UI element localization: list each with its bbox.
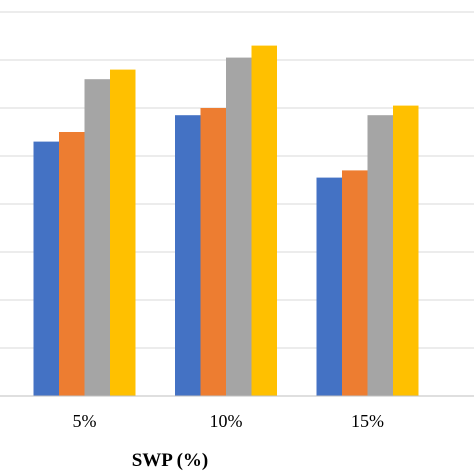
x-axis-title: SWP (%) bbox=[132, 450, 209, 471]
x-tick-label: 10% bbox=[210, 411, 243, 431]
bar bbox=[175, 115, 201, 396]
bar bbox=[342, 170, 368, 396]
bar bbox=[110, 69, 136, 396]
bar bbox=[367, 115, 393, 396]
bar bbox=[251, 45, 277, 396]
bar bbox=[226, 57, 252, 396]
bar bbox=[84, 79, 110, 396]
x-tick-label: 15% bbox=[351, 411, 384, 431]
bar bbox=[200, 108, 226, 396]
bar bbox=[59, 132, 85, 396]
bar bbox=[393, 105, 419, 396]
bars bbox=[33, 45, 419, 396]
bar bbox=[33, 141, 59, 396]
x-tick-label: 5% bbox=[73, 411, 97, 431]
x-tick-labels: 5% 10% 15% bbox=[73, 411, 385, 431]
bar bbox=[316, 177, 342, 396]
